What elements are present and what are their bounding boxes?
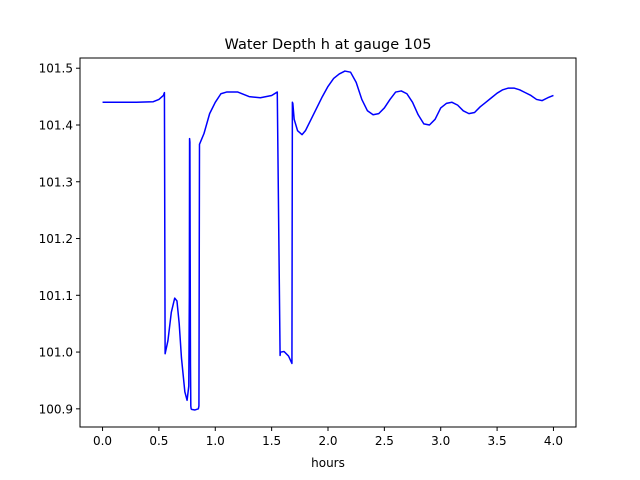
y-tick-label: 101.2	[39, 232, 73, 246]
y-tick-label: 101.5	[39, 62, 73, 76]
x-tick-label: 4.0	[544, 434, 563, 448]
y-tick-label: 100.9	[39, 402, 73, 416]
x-tick-label: 0.0	[93, 434, 112, 448]
plot-area	[102, 70, 554, 411]
x-tick-label: 0.5	[149, 434, 168, 448]
x-tick-label: 1.5	[262, 434, 281, 448]
x-axis-label: hours	[311, 456, 345, 470]
axes-frame	[79, 57, 577, 428]
y-tick-label: 101.3	[39, 175, 73, 189]
chart-title: Water Depth h at gauge 105	[225, 37, 432, 53]
y-tick-label: 101.1	[39, 289, 73, 303]
x-tick-label: 3.5	[488, 434, 507, 448]
x-tick-label: 3.0	[431, 434, 450, 448]
y-tick-label: 101.0	[39, 346, 73, 360]
y-tick-label: 101.4	[39, 118, 73, 132]
x-tick-label: 2.0	[318, 434, 337, 448]
x-axis-ticks: 0.0 0.5 1.0 1.5 2.0 2.5 3.0 3.5 4.0	[93, 427, 563, 448]
x-tick-label: 2.5	[375, 434, 394, 448]
y-axis-ticks: 100.9 101.0 101.1 101.2 101.3 101.4 101.5	[39, 62, 80, 416]
x-tick-label: 1.0	[206, 434, 225, 448]
series-line-0	[102, 70, 554, 411]
